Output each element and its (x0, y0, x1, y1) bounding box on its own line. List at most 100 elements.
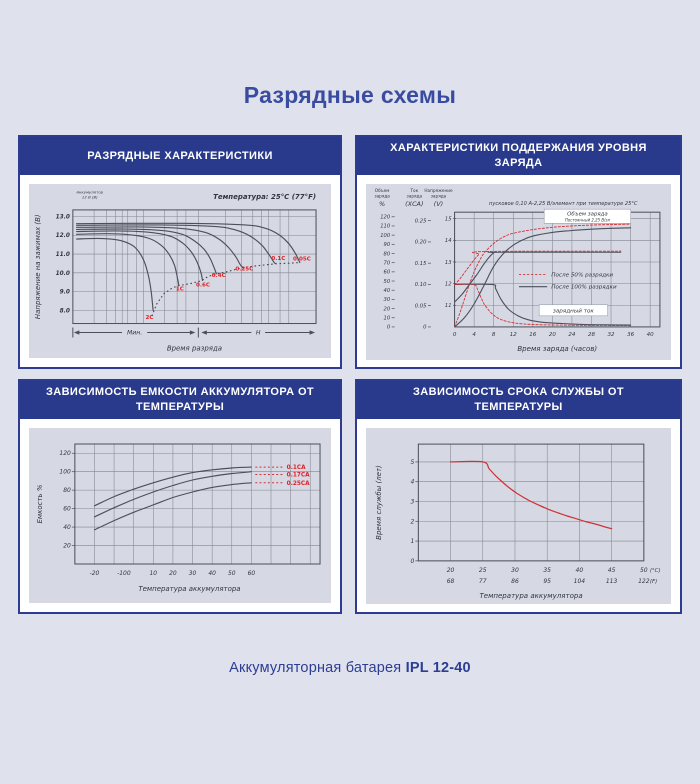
axis-tick-label: 120 (380, 215, 391, 221)
x-unit-fahrenheit: (F) (650, 579, 657, 585)
corner-note: 12 В (В) (82, 194, 98, 199)
x-tick-label: 40 (208, 570, 216, 577)
x-tick-label: 40 (647, 332, 655, 338)
grid (74, 444, 321, 564)
series (454, 283, 632, 327)
axis-header: заряда (431, 194, 447, 199)
panels-grid: РАЗРЯДНЫЕ ХАРАКТЕРИСТИКИ 13.0 12.0 11.0 10.… (18, 135, 682, 614)
axis-tick-label: 30 (384, 297, 391, 303)
y-tick-label: 12.0 (56, 233, 70, 239)
x-tick-label: 16 (529, 332, 537, 338)
x-tick-label: 50 (228, 570, 236, 577)
panel-capacity-vs-temperature: ЗАВИСИМОСТЬ ЕМКОСТИ АККУМУЛЯТОРА ОТ ТЕМП… (18, 379, 342, 614)
y-tick-label: 8.0 (60, 308, 70, 314)
footer-caption: Аккумуляторная батарея IPL 12-40 (0, 660, 700, 676)
x-tick-label-fahrenheit: 95 (543, 578, 551, 585)
series-0.6C (75, 230, 204, 281)
series-label: 0.1C (271, 256, 285, 262)
y-tick-label: 13.0 (56, 214, 70, 220)
y-tick-label: 3 (410, 499, 414, 506)
axis-unit: (ХСА) (405, 200, 423, 208)
axis-tick-label: 80 (384, 251, 391, 257)
x-tick-label-celsius: 20 (447, 567, 455, 574)
y-tick-label: 60 (63, 506, 71, 513)
x-tick-label-celsius: 35 (543, 567, 551, 574)
panel-header: ЗАВИСИМОСТЬ СРОКА СЛУЖБЫ ОТ ТЕМПЕРАТУРЫ (357, 381, 680, 419)
series (454, 227, 632, 327)
x-tick-label: 30 (189, 570, 197, 577)
y-tick-label: 80 (63, 487, 71, 494)
legend-box-subtitle: Постоянный 2,25 В/эл (565, 218, 611, 223)
panel-charge-retention: ХАРАКТЕРИСТИКИ ПОДДЕРЖАНИЯ УРОВНЯ ЗАРЯДА… (355, 135, 682, 369)
series (454, 250, 622, 286)
panel-header: РАЗРЯДНЫЕ ХАРАКТЕРИСТИКИ (20, 137, 340, 175)
service-life-chart-area: 0 1 2 3 4 5 20 25 30 35 40 45 50 (°C) 68 77 86 95 104 113 12… (366, 428, 671, 605)
x-tick-label-fahrenheit: 77 (479, 578, 487, 585)
x-tick-label-celsius: 45 (608, 567, 616, 574)
discharge-chart-area: 13.0 12.0 11.0 10.0 9.0 8.0 2C 1C 0.6C 0.4C 0.25C 0… (29, 184, 331, 359)
x-tick-label-celsius: 50 (640, 567, 648, 574)
plot-border (74, 443, 321, 565)
y-axis-title: Время службы (лет) (374, 465, 383, 540)
y-tick-label: 20 (63, 543, 71, 550)
x-axis-title: Время разряда (167, 344, 222, 352)
capacity-chart-area: 20 40 60 80 100 120 -20 -100 10 20 30 40 50 60 0.1CA 0.… (29, 428, 331, 603)
axis-tick-label: 110 (380, 224, 391, 230)
axis-tick-label: 10 (384, 316, 391, 322)
axis-tick-label: 13 (445, 260, 452, 266)
axis-header: Объем (375, 188, 390, 193)
charge-retention-chart-area: Объем заряда% 0 10 20 30 40 50 60 70 80 90 100 110 120… (366, 184, 671, 361)
axis-header: Ток (409, 188, 418, 193)
axis-header: заряда (374, 194, 390, 199)
axis-tick-label: 40 (384, 288, 391, 294)
y-tick-label: 40 (63, 524, 71, 531)
series-0.17CA (93, 471, 252, 518)
x-tick-label: 4 (472, 332, 476, 338)
x-tick-label: 60 (248, 570, 256, 577)
series-0.4C (75, 228, 217, 275)
x-tick-label: 36 (627, 332, 635, 338)
axis-tick-label: 0 (387, 325, 391, 331)
series-label: 0.05C (293, 256, 311, 262)
x-tick-label-fahrenheit: 104 (574, 578, 586, 585)
series-0.1C (75, 224, 276, 265)
axis-tick-label: 90 (384, 242, 391, 248)
y-axis-title: Напряжение на зажимах (В) (34, 214, 42, 319)
panel-header: ЗАВИСИМОСТЬ ЕМКОСТИ АККУМУЛЯТОРА ОТ ТЕМП… (20, 381, 340, 419)
x-tick-label: 0 (453, 332, 457, 338)
series-2C (75, 237, 154, 311)
x-axis-title: Температура аккумулятора (138, 585, 240, 593)
x-tick-label-fahrenheit: 122 (638, 578, 650, 585)
x-tick-label: 20 (169, 570, 177, 577)
chart-note: пусковое 0,10 А-2,25 В/элемент при темпе… (489, 201, 638, 207)
x-tick-label-fahrenheit: 86 (511, 578, 519, 585)
series-0.25CA (93, 482, 252, 531)
panel-header: ХАРАКТЕРИСТИКИ ПОДДЕРЖАНИЯ УРОВНЯ ЗАРЯДА (357, 137, 680, 175)
legend-box-volume (543, 208, 631, 224)
axis-tick-label: 60 (384, 270, 391, 276)
x-tick-label: 32 (608, 332, 616, 338)
axis-tick-label: 15 (445, 216, 452, 222)
y-tick-label: 4 (410, 479, 414, 486)
corner-note: Аккумулятор (75, 189, 103, 194)
series (454, 223, 632, 327)
axis-tick-label: 0.20 (415, 240, 427, 246)
axis-unit: % (379, 200, 385, 208)
x-tick-label-fahrenheit: 68 (447, 578, 455, 585)
x-tick-label: 28 (588, 332, 596, 338)
x-axis-title: Время заряда (часов) (517, 344, 597, 353)
axis-tick-label: 0 (423, 325, 427, 331)
legend-entry-label: После 50% разрядки (551, 273, 613, 279)
x-axis-title: Температура аккумулятора (479, 591, 582, 600)
axis-header: заряда (407, 194, 423, 199)
discharge-characteristics-chart: 13.0 12.0 11.0 10.0 9.0 8.0 2C 1C 0.6C0.4C 0.25C 0… (34, 189, 317, 352)
x-tick-label: 24 (568, 332, 576, 338)
legend-entry-label: После 100% разрядки (551, 285, 617, 291)
axis-unit: (V) (434, 200, 443, 208)
series-group (454, 223, 632, 327)
x-range-label: Мин. (127, 330, 142, 337)
x-tick-label: -100 (117, 570, 131, 577)
series-label: 2C (145, 315, 153, 321)
